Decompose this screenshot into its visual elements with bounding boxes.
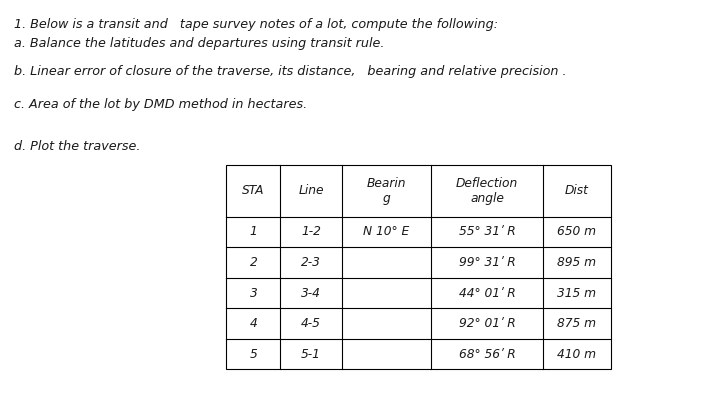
Text: 2-3: 2-3	[301, 256, 321, 269]
Text: 410 m: 410 m	[557, 348, 597, 361]
Text: Line: Line	[298, 184, 324, 197]
Text: STA: STA	[242, 184, 265, 197]
Text: 99° 31ʹ R: 99° 31ʹ R	[459, 256, 516, 269]
Text: Deflection
angle: Deflection angle	[456, 177, 518, 205]
Text: 650 m: 650 m	[557, 225, 597, 239]
Text: a. Balance the latitudes and departures using transit rule.: a. Balance the latitudes and departures …	[14, 37, 385, 50]
Text: 1: 1	[249, 225, 257, 239]
Text: 92° 01ʹ R: 92° 01ʹ R	[459, 317, 516, 330]
Text: 315 m: 315 m	[557, 287, 597, 300]
Text: N 10° E: N 10° E	[363, 225, 410, 239]
Text: Bearin
g: Bearin g	[367, 177, 406, 205]
Text: b. Linear error of closure of the traverse, its distance,   bearing and relative: b. Linear error of closure of the traver…	[14, 65, 567, 78]
Text: 2: 2	[249, 256, 257, 269]
Text: 4: 4	[249, 317, 257, 330]
Text: 5: 5	[249, 348, 257, 361]
Text: 44° 01ʹ R: 44° 01ʹ R	[459, 287, 516, 300]
Text: d. Plot the traverse.: d. Plot the traverse.	[14, 140, 141, 153]
Text: 5-1: 5-1	[301, 348, 321, 361]
Text: Dist: Dist	[565, 184, 589, 197]
Text: 875 m: 875 m	[557, 317, 597, 330]
Bar	[226, 165, 611, 370]
Text: 1. Below is a transit and   tape survey notes of a lot, compute the following:: 1. Below is a transit and tape survey no…	[14, 18, 498, 31]
Text: 895 m: 895 m	[557, 256, 597, 269]
Text: c. Area of the lot by DMD method in hectares.: c. Area of the lot by DMD method in hect…	[14, 98, 308, 111]
Text: 68° 56ʹ R: 68° 56ʹ R	[459, 348, 516, 361]
Text: 4-5: 4-5	[301, 317, 321, 330]
Text: 3: 3	[249, 287, 257, 300]
Text: 55° 31ʹ R: 55° 31ʹ R	[459, 225, 516, 239]
Text: 1-2: 1-2	[301, 225, 321, 239]
Text: 3-4: 3-4	[301, 287, 321, 300]
